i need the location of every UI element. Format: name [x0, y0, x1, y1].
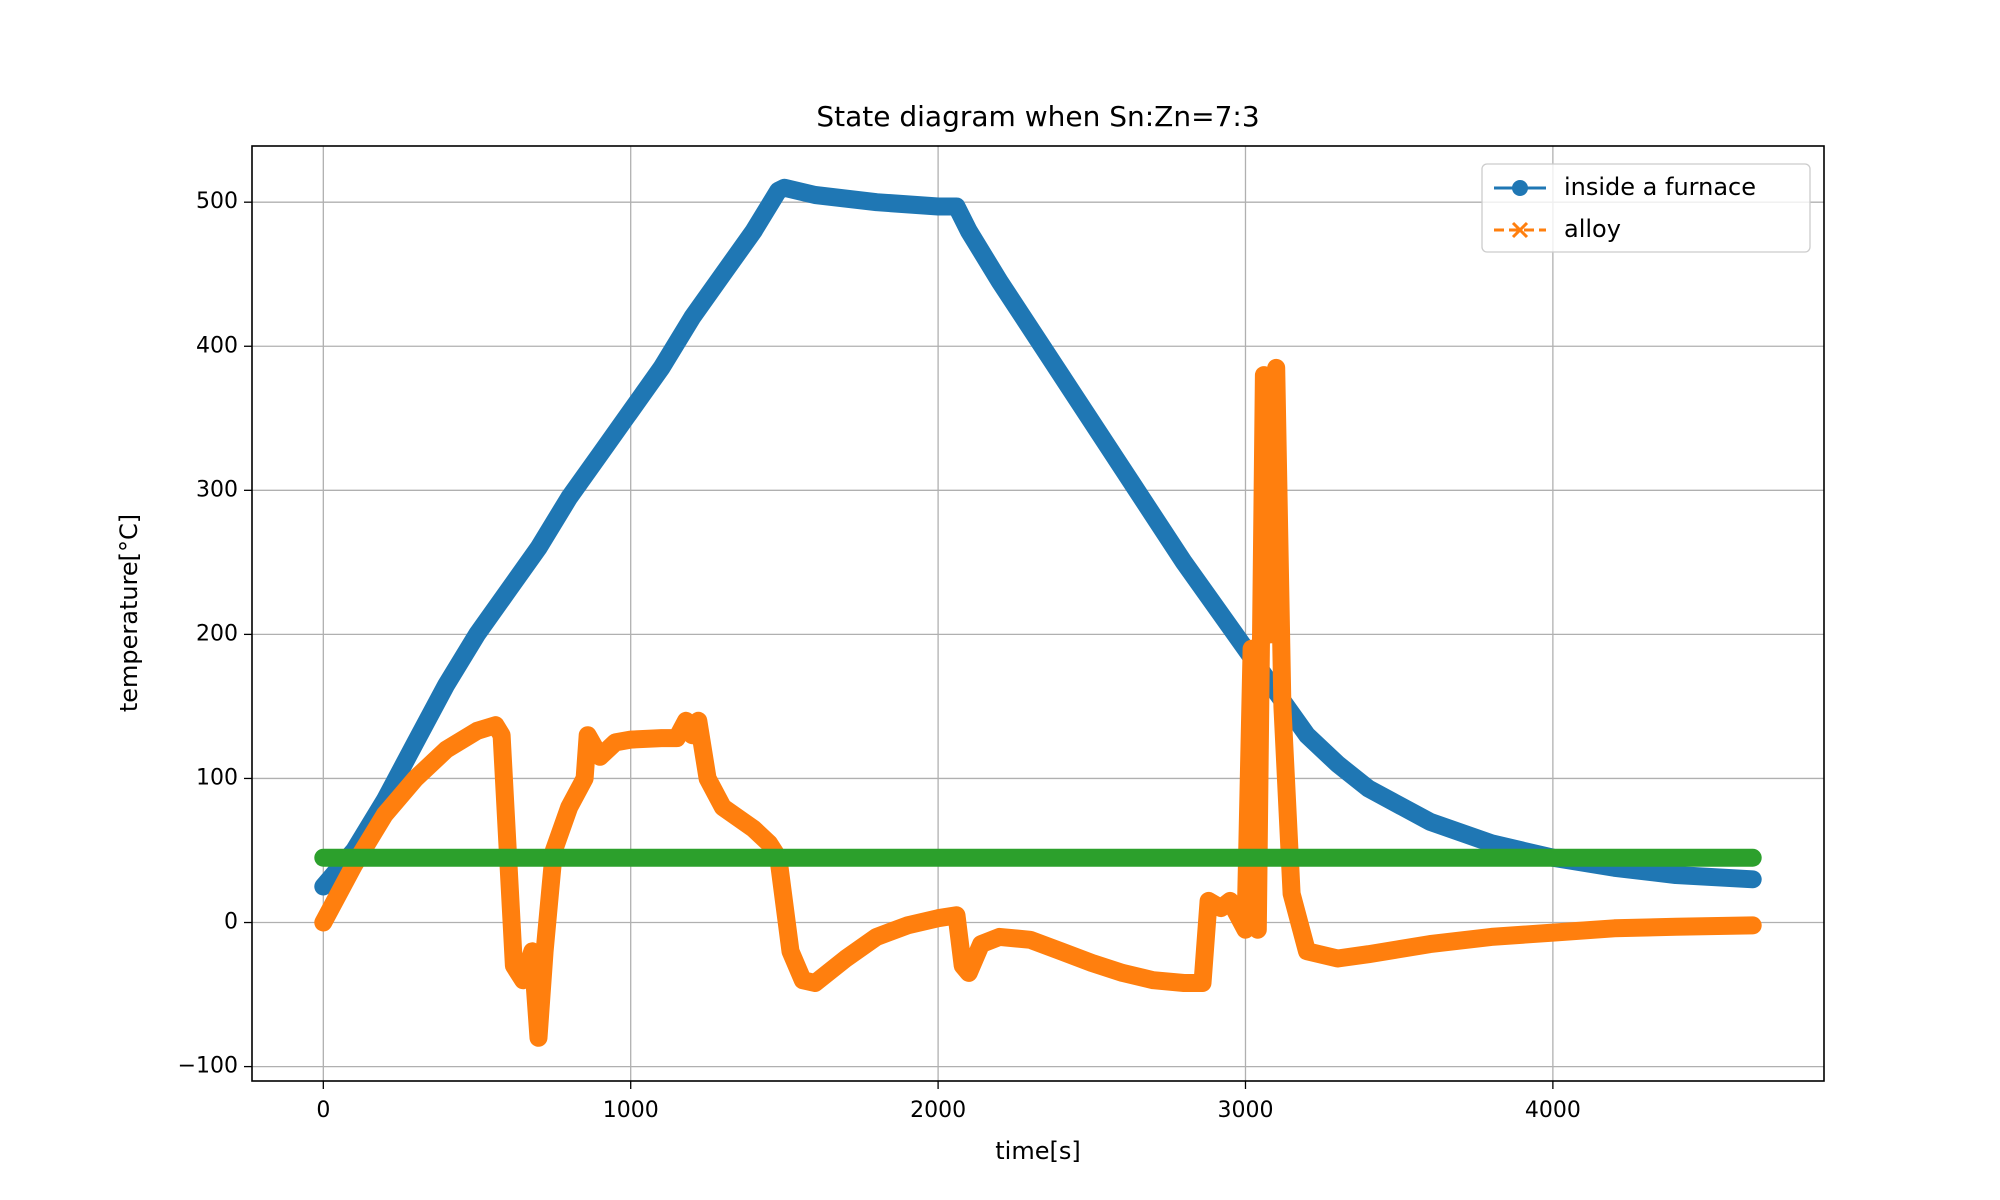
- legend-label: inside a furnace: [1564, 173, 1756, 201]
- x-tick-label: 0: [316, 1098, 330, 1123]
- x-axis-label: time[s]: [995, 1137, 1080, 1165]
- x-tick-label: 1000: [603, 1098, 659, 1123]
- y-tick-label: −100: [178, 1054, 238, 1079]
- legend-label: alloy: [1564, 215, 1621, 243]
- series-line: [314, 178, 1762, 896]
- x-tick-label: 4000: [1525, 1098, 1581, 1123]
- x-tick-label: 3000: [1217, 1098, 1273, 1123]
- legend-box: [1481, 163, 1811, 253]
- y-tick-label: 200: [196, 621, 238, 646]
- plot-frame: [251, 145, 1825, 1082]
- y-tick-label: 300: [196, 477, 238, 502]
- y-tick-label: 400: [196, 333, 238, 358]
- chart-title: State diagram when Sn:Zn=7:3: [816, 100, 1259, 133]
- series-line: [314, 358, 1762, 1047]
- y-tick-label: 500: [196, 189, 238, 214]
- legend-marker: [1511, 221, 1529, 239]
- x-tick-label: 2000: [910, 1098, 966, 1123]
- legend: inside a furnace alloy: [1481, 163, 1811, 253]
- y-tick-label: 100: [196, 765, 238, 790]
- y-tick-label: 0: [224, 910, 238, 935]
- y-axis-label: temperature[°C]: [115, 514, 143, 712]
- legend-marker: [1512, 180, 1528, 196]
